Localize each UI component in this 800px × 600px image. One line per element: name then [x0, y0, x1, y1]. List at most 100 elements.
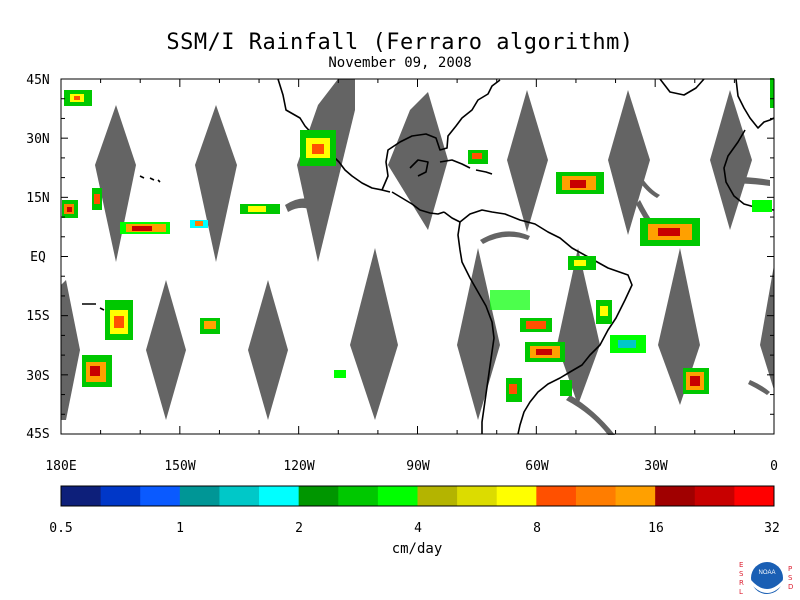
swath-arc [566, 395, 615, 435]
map-date: November 09, 2008 [328, 55, 472, 71]
colorbar-swatch [100, 486, 141, 506]
rain-patch [525, 342, 565, 362]
logo-letter: S [788, 574, 793, 582]
colorbar-swatch [655, 486, 696, 506]
rain-patch [610, 335, 646, 353]
swath-gap [61, 280, 80, 420]
rain-patch [92, 188, 102, 210]
colorbar-swatch [536, 486, 577, 506]
noaa-badge-text: NOAA [758, 570, 775, 576]
colorbar-swatch [61, 486, 102, 506]
lat-label: 45S [26, 427, 49, 442]
noaa-badge-icon [751, 562, 783, 594]
lat-label: EQ [30, 250, 46, 265]
swath-arc [285, 198, 315, 212]
coastline-south-america-east [443, 209, 633, 435]
longitude-labels: 180E 150W 120W 90W 60W 30W 0 [45, 459, 778, 474]
logo-letter: D [788, 583, 793, 591]
logo-letter: S [739, 570, 744, 578]
rain-patch [752, 200, 772, 212]
rain-patch [568, 256, 596, 270]
rain-patch [105, 300, 133, 340]
colorbar-swatch [377, 486, 418, 506]
rain-patch [490, 290, 530, 310]
noaa-wave-icon [751, 580, 783, 593]
swath-gap [350, 248, 398, 420]
map-area [60, 78, 775, 435]
rain-patch [240, 204, 280, 214]
coastline-na-east [381, 79, 501, 191]
colorbar-tick-label: 4 [414, 521, 422, 536]
rain-patch [200, 318, 220, 334]
colorbar-cells [61, 486, 775, 506]
lat-label: 45N [26, 73, 49, 88]
rain-patch [120, 222, 170, 234]
swath-gap [507, 90, 548, 232]
swath-gap [248, 280, 288, 420]
colorbar-swatch [496, 486, 537, 506]
coastline-yucatan [409, 159, 429, 177]
swath-arc [637, 175, 660, 198]
lat-label: 30N [26, 132, 49, 147]
swath-gap [608, 90, 650, 235]
swath-gap [146, 280, 186, 420]
rain-patch [300, 130, 336, 166]
rain-patch [770, 78, 774, 108]
rain-patch [64, 90, 92, 106]
swath-gap [95, 105, 136, 262]
colorbar-unit-label: cm/day [391, 541, 443, 557]
swath-arc [480, 231, 530, 244]
swath-arc [748, 380, 770, 395]
coastline-hawaii [139, 175, 161, 183]
colorbar-tick-label: 2 [295, 521, 303, 536]
rain-patch [520, 318, 552, 332]
logo-letter: L [739, 588, 743, 596]
colorbar-swatch [338, 486, 379, 506]
rain-patch [190, 220, 208, 228]
swath-gap [710, 90, 752, 230]
lat-label: 30S [26, 369, 49, 384]
lon-label: 90W [406, 459, 430, 474]
coastline-cuba [439, 159, 471, 169]
coastline-greenland [659, 78, 705, 96]
colorbar-swatch [417, 486, 458, 506]
noaa-esrl-psd-logo: E S R L NOAA P S D [739, 561, 793, 596]
colorbar-swatch [298, 486, 339, 506]
colorbar-swatch [219, 486, 260, 506]
rain-patch [560, 380, 572, 396]
swath-gap [557, 248, 600, 405]
swath-gap [658, 248, 700, 405]
colorbar: 0.5 1 2 4 8 16 32 [49, 485, 780, 536]
longitude-ticks [60, 79, 775, 434]
colorbar-swatch [140, 486, 181, 506]
swath-gap [297, 79, 355, 262]
colorbar-swatch [694, 486, 735, 506]
logo-letter: E [739, 561, 743, 569]
latitude-labels: 45N 30N 15N EQ 15S 30S 45S [26, 73, 49, 442]
colorbar-swatch [179, 486, 220, 506]
lon-label: 0 [770, 459, 778, 474]
logo-letter: P [788, 565, 792, 573]
lon-label: 120W [283, 459, 314, 474]
colorbar-tick-label: 32 [764, 521, 780, 536]
coastline-central-america [391, 191, 445, 215]
map-title: SSM/I Rainfall (Ferraro algorithm) [166, 30, 634, 55]
colorbar-swatch [615, 486, 656, 506]
rain-patch [468, 150, 488, 164]
swath-gap [195, 105, 237, 262]
swath-arc [718, 176, 770, 186]
coastline-europe [735, 78, 775, 129]
colorbar-frame [60, 485, 775, 507]
colorbar-tick-label: 1 [176, 521, 184, 536]
rain-patch [62, 200, 78, 218]
colorbar-tick-label: 8 [533, 521, 541, 536]
coastline-south-america-west [457, 221, 495, 434]
colorbar-swatch [575, 486, 617, 506]
lat-label: 15N [26, 191, 49, 206]
coastline-hispaniola [475, 169, 493, 175]
rain-patch [683, 368, 709, 394]
latitude-ticks [61, 78, 774, 435]
colorbar-swatch [734, 486, 775, 506]
colorbar-tick-label: 16 [648, 521, 664, 536]
